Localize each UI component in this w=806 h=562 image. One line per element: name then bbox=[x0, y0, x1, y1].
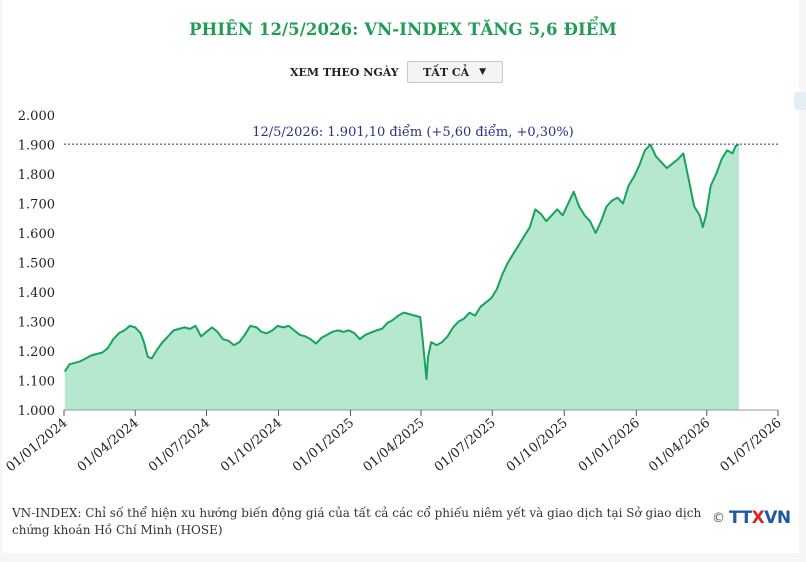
logo-text-left: TT bbox=[729, 508, 752, 528]
x-tick-label: 01/01/2025 bbox=[290, 416, 357, 476]
x-tick-label: 01/10/2024 bbox=[218, 416, 285, 476]
side-panel-handle[interactable] bbox=[794, 92, 806, 110]
footnote: VN-INDEX: Chỉ số thể hiện xu hướng biến … bbox=[12, 506, 702, 537]
x-tick-label: 01/07/2024 bbox=[146, 416, 213, 476]
ttxvn-logo: © TTXVN bbox=[712, 508, 791, 528]
date-filter: XEM THEO NGÀY TẤT CẢ ▼ bbox=[290, 61, 503, 83]
caret-down-icon: ▼ bbox=[479, 67, 487, 77]
x-tick-label: 01/04/2026 bbox=[646, 416, 713, 476]
series-area bbox=[64, 144, 739, 410]
logo-wordmark: TTXVN bbox=[729, 508, 791, 528]
annotation-label: 12/5/2026: 1.901,10 điểm (+5,60 điểm, +0… bbox=[252, 124, 574, 140]
y-tick-label: 2.000 bbox=[18, 109, 55, 124]
y-tick-label: 1.200 bbox=[18, 345, 55, 360]
chart-title: PHIÊN 12/5/2026: VN-INDEX TĂNG 5,6 ĐIỂM bbox=[189, 20, 617, 39]
y-axis: 1.000 1.100 1.200 1.300 1.400 1.500 1.600 1.700… bbox=[18, 109, 55, 419]
x-tick-label: 01/10/2025 bbox=[504, 416, 571, 476]
range-select[interactable]: TẤT CẢ ▼ bbox=[406, 61, 503, 83]
y-tick-label: 1.400 bbox=[18, 286, 55, 301]
x-tick-label: 01/07/2026 bbox=[718, 416, 785, 476]
range-select-value: TẤT CẢ bbox=[423, 65, 470, 79]
x-axis: 01/01/2024 01/04/2024 01/07/2024 01/10/2024… bbox=[4, 410, 785, 475]
y-tick-label: 1.500 bbox=[18, 257, 55, 272]
copyright-icon: © bbox=[712, 510, 725, 526]
x-tick-label: 01/04/2024 bbox=[75, 416, 142, 476]
x-tick-label: 01/01/2026 bbox=[576, 416, 643, 476]
x-tick-label: 01/01/2024 bbox=[4, 416, 71, 476]
y-tick-label: 1.300 bbox=[18, 316, 55, 331]
y-tick-label: 1.100 bbox=[18, 375, 55, 390]
x-tick-label: 01/04/2025 bbox=[361, 416, 428, 476]
filter-label: XEM THEO NGÀY bbox=[290, 65, 399, 79]
y-tick-label: 1.800 bbox=[18, 168, 55, 183]
x-tick-label: 01/07/2025 bbox=[432, 416, 499, 476]
chart-plot: 1.000 1.100 1.200 1.300 1.400 1.500 1.600 1.700… bbox=[4, 109, 785, 475]
logo-text-right: VN bbox=[764, 508, 791, 528]
series-line bbox=[63, 143, 740, 380]
y-tick-label: 1.600 bbox=[18, 227, 55, 242]
y-tick-label: 1.000 bbox=[18, 404, 55, 419]
logo-text-x: X bbox=[751, 508, 765, 528]
y-tick-label: 1.700 bbox=[18, 198, 55, 213]
y-tick-label: 1.900 bbox=[18, 139, 55, 154]
